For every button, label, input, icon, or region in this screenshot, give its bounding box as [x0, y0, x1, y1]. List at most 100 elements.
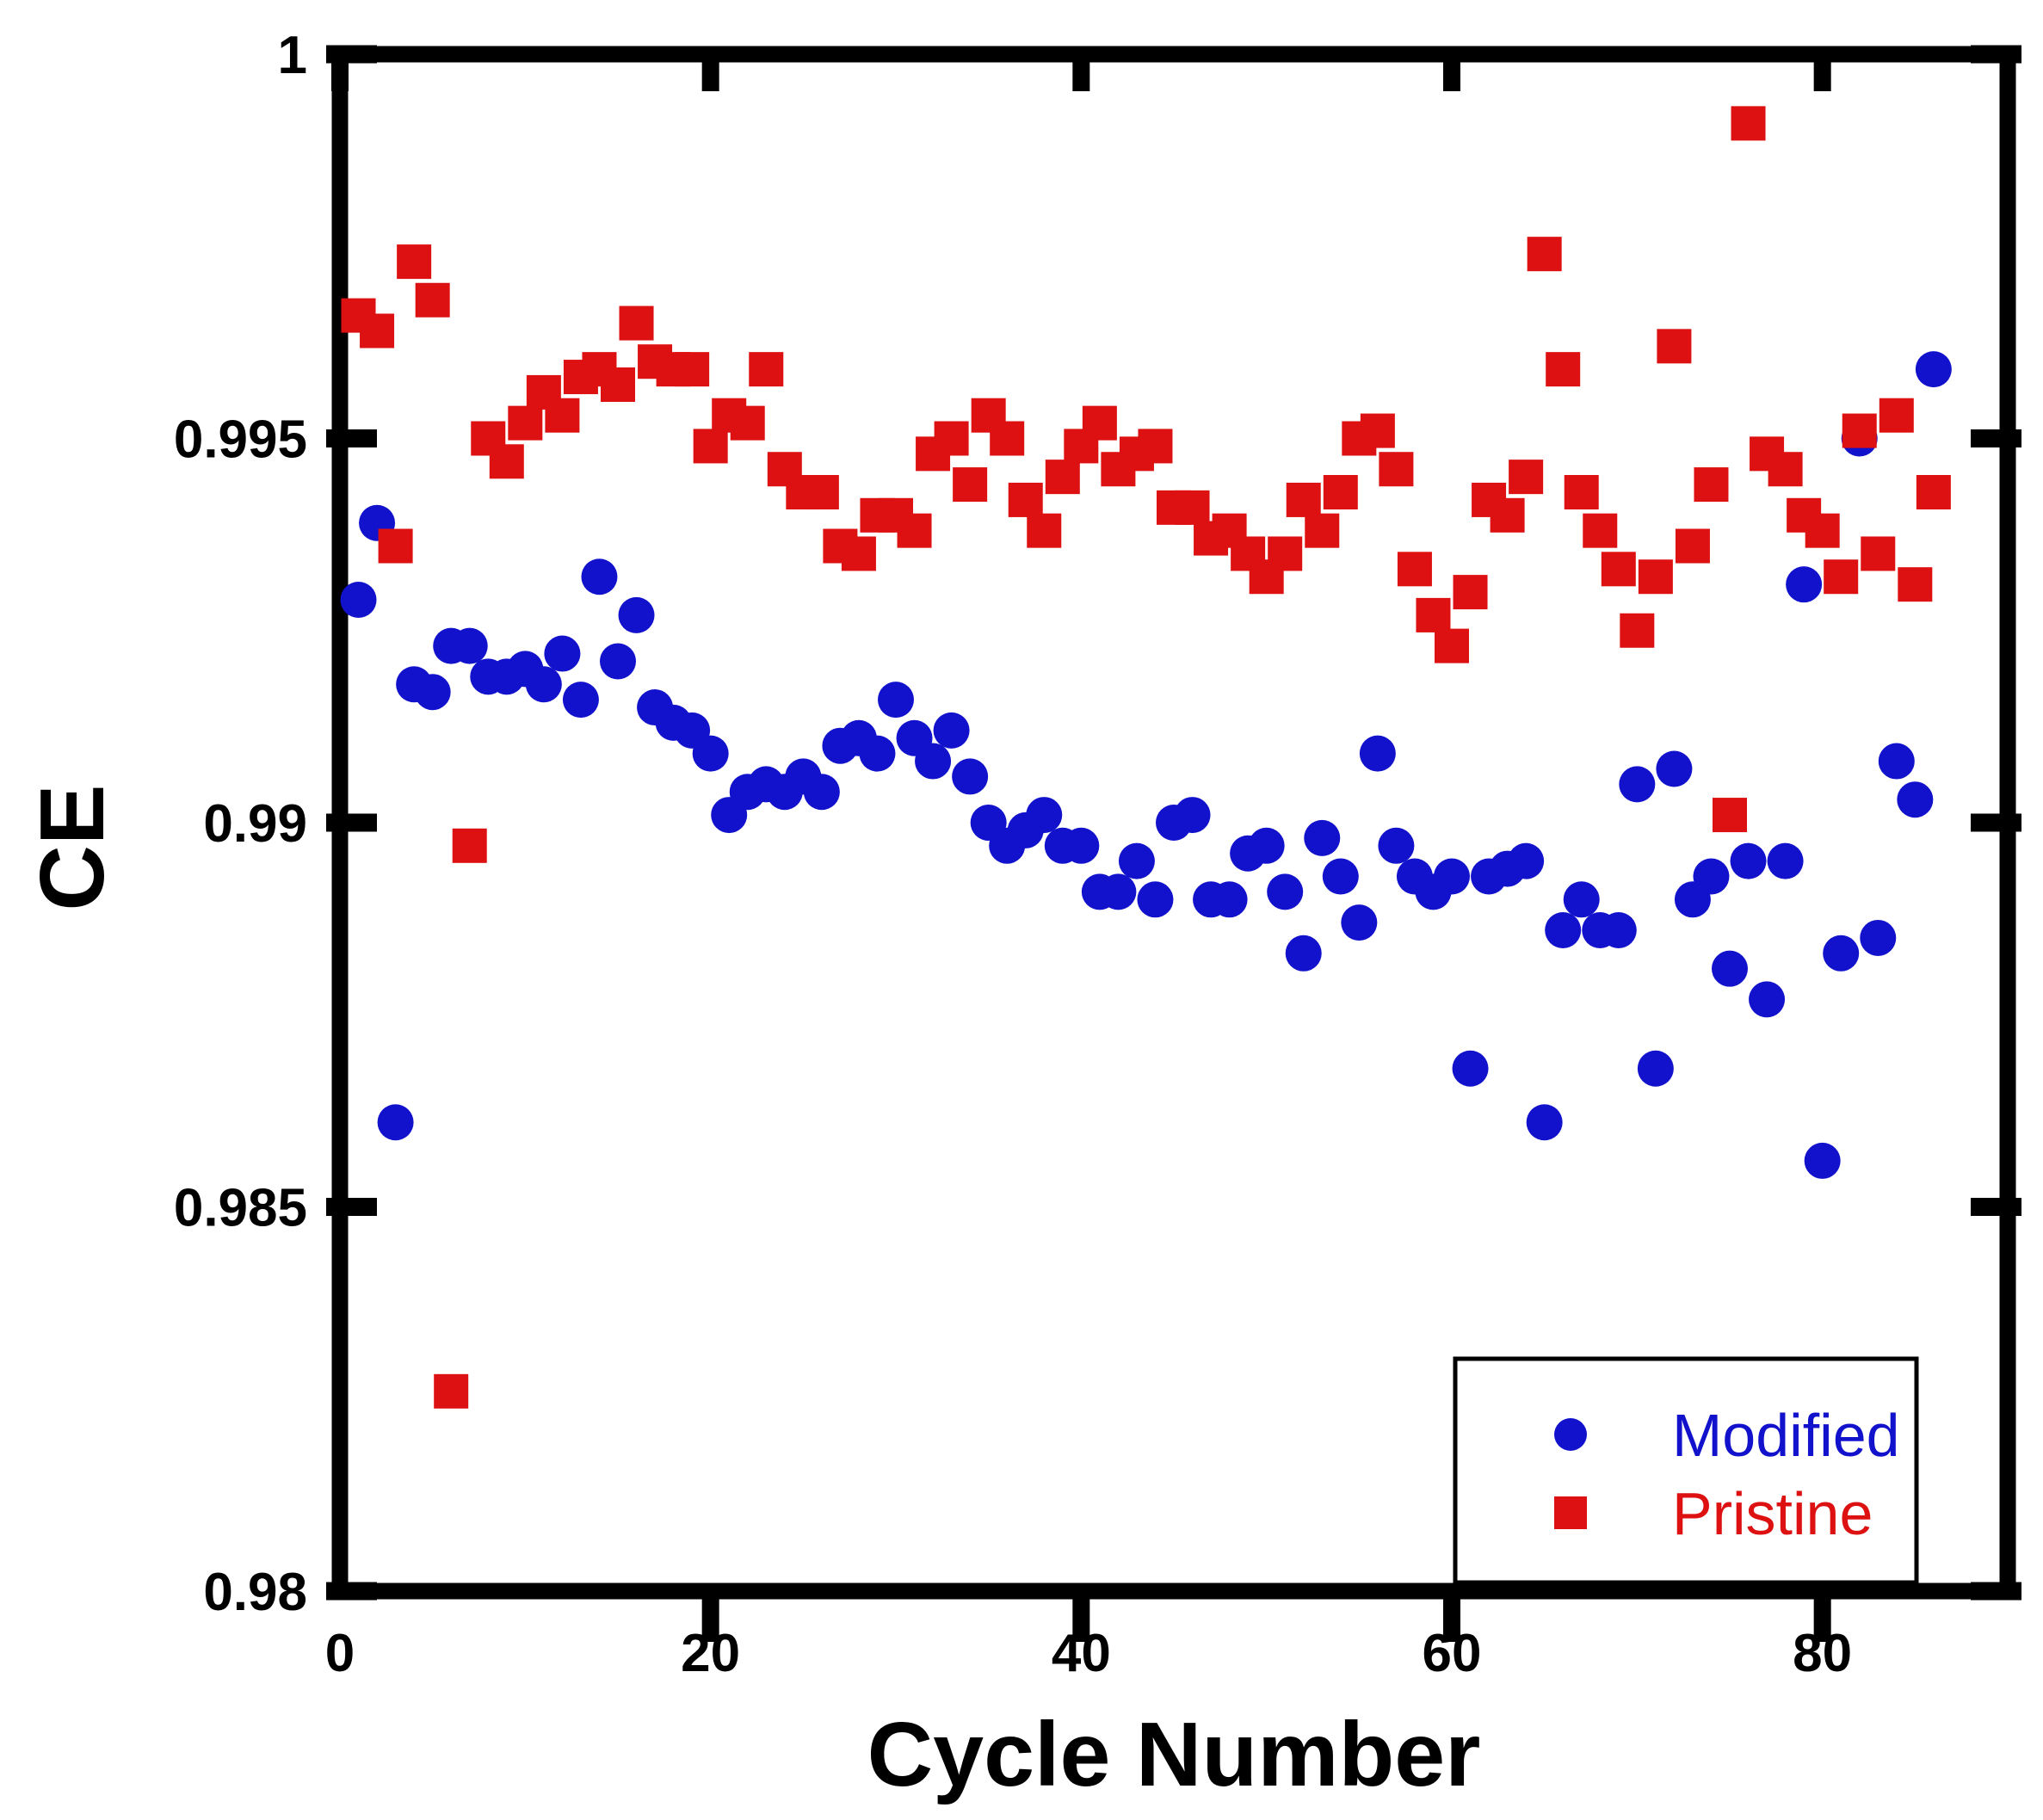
data-point-modified	[1322, 858, 1359, 895]
data-point-modified	[562, 682, 599, 719]
data-point-pristine	[508, 405, 543, 441]
data-point-pristine	[601, 367, 635, 402]
data-point-modified	[1341, 904, 1378, 941]
legend-marker-pristine	[1554, 1496, 1587, 1529]
data-point-pristine	[1601, 552, 1636, 587]
data-point-modified	[1211, 881, 1248, 918]
data-point-pristine	[489, 444, 524, 479]
data-point-pristine	[934, 421, 969, 456]
data-point-pristine	[1416, 597, 1451, 632]
data-point-modified	[340, 582, 377, 619]
data-point-modified	[859, 735, 896, 772]
x-tick-label: 0	[325, 1624, 355, 1683]
data-point-modified	[1730, 842, 1767, 879]
data-point-modified	[1749, 981, 1786, 1018]
data-point-modified	[1823, 935, 1860, 972]
data-point-modified	[1637, 1050, 1674, 1087]
series-pristine	[341, 106, 1951, 1409]
x-axis-title: Cycle Number	[867, 1704, 1481, 1805]
data-point-modified	[600, 643, 636, 680]
data-point-pristine	[452, 828, 487, 863]
data-point-pristine	[1916, 475, 1951, 510]
data-point-pristine	[1138, 429, 1173, 464]
data-point-modified	[1915, 351, 1952, 388]
data-point-pristine	[1175, 490, 1210, 525]
data-point-modified	[952, 758, 989, 795]
x-tick-label: 60	[1423, 1624, 1482, 1683]
data-point-modified	[1526, 1104, 1563, 1141]
data-point-pristine	[1879, 398, 1914, 433]
data-point-modified	[1100, 873, 1137, 910]
data-point-modified	[1600, 912, 1637, 949]
data-point-pristine	[1509, 460, 1544, 495]
data-point-modified	[1712, 950, 1748, 987]
data-point-modified	[1285, 935, 1322, 972]
data-point-modified	[618, 596, 655, 633]
x-tick-labels: 0 20 40 60 80	[325, 1624, 1852, 1683]
data-point-modified	[1359, 735, 1396, 772]
data-point-modified	[1174, 797, 1211, 834]
data-point-pristine	[378, 528, 413, 564]
data-point-pristine	[1805, 513, 1840, 548]
legend-marker-modified	[1554, 1418, 1587, 1451]
y-ticks-left	[326, 45, 377, 1601]
data-point-modified	[1860, 919, 1897, 956]
series-modified	[340, 351, 1952, 1179]
y-tick-label: 0.995	[174, 410, 307, 470]
data-point-modified	[1434, 858, 1470, 895]
data-point-modified	[1267, 873, 1304, 910]
data-point-pristine	[1360, 413, 1395, 448]
data-point-modified	[1378, 827, 1415, 864]
data-point-pristine	[1490, 497, 1525, 533]
data-point-pristine	[1286, 482, 1321, 517]
data-point-modified	[581, 558, 618, 595]
legend: Modified Pristine	[1453, 1356, 1919, 1585]
data-point-modified	[1786, 566, 1823, 603]
data-point-pristine	[1546, 352, 1581, 387]
data-point-pristine	[1898, 567, 1933, 602]
data-point-pristine	[1731, 106, 1766, 141]
y-ticks-right	[1971, 45, 2021, 1601]
data-point-modified	[1452, 1050, 1489, 1087]
data-point-pristine	[1008, 482, 1043, 517]
data-point-pristine	[749, 352, 784, 387]
data-point-modified	[1804, 1142, 1841, 1179]
data-point-pristine	[397, 244, 432, 280]
data-point-modified	[1545, 912, 1582, 949]
x-ticks-bottom	[701, 1583, 1831, 1642]
data-point-pristine	[1564, 475, 1599, 510]
legend-label-modified: Modified	[1672, 1402, 1900, 1469]
y-tick-label: 1	[278, 26, 307, 85]
data-point-modified	[1767, 842, 1804, 879]
data-point-modified	[692, 735, 729, 772]
data-point-pristine	[434, 1373, 469, 1409]
data-point-pristine	[1527, 237, 1562, 272]
data-point-pristine	[1305, 513, 1340, 548]
data-point-modified	[803, 774, 840, 811]
data-point-pristine	[1824, 559, 1859, 595]
data-point-modified	[1897, 781, 1934, 818]
data-point-modified	[915, 743, 952, 780]
data-point-pristine	[545, 398, 580, 433]
data-point-modified	[451, 627, 488, 664]
data-point-pristine	[804, 475, 839, 510]
data-point-modified	[414, 674, 451, 711]
data-point-pristine	[675, 352, 710, 387]
data-point-modified	[1304, 819, 1341, 856]
data-point-modified	[1248, 827, 1285, 864]
data-point-pristine	[1453, 575, 1488, 610]
data-point-modified	[1619, 766, 1656, 803]
data-point-pristine	[953, 467, 988, 503]
x-tick-label: 40	[1052, 1624, 1111, 1683]
data-point-pristine	[1694, 467, 1729, 503]
data-point-modified	[1656, 750, 1693, 787]
data-point-pristine	[415, 282, 450, 318]
data-point-pristine	[1379, 452, 1414, 487]
data-point-pristine	[1323, 475, 1358, 510]
data-point-modified	[1563, 881, 1600, 918]
data-point-pristine	[1861, 536, 1896, 571]
y-tick-labels: 1 0.995 0.99 0.985 0.98	[174, 26, 307, 1622]
data-point-pristine	[1768, 452, 1803, 487]
